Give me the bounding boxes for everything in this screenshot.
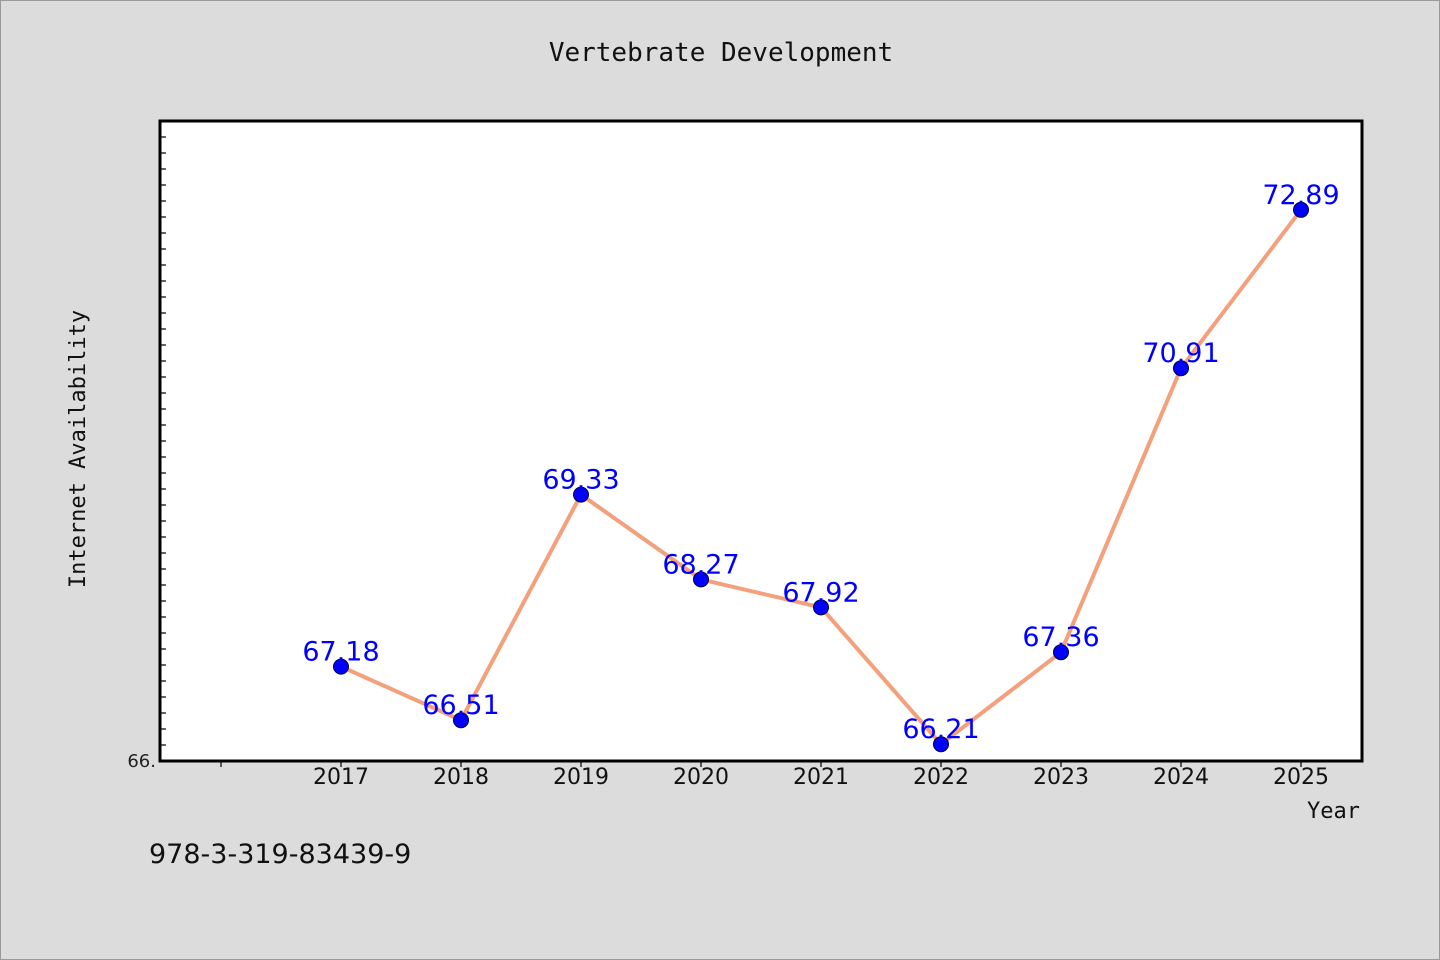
x-tick-label: 2019 xyxy=(553,765,609,790)
x-tick-label: 2021 xyxy=(793,765,849,790)
data-point xyxy=(1293,201,1309,218)
data-point xyxy=(813,599,829,616)
y-tick-label-min: 66. xyxy=(127,751,156,772)
data-point xyxy=(693,571,709,588)
x-tick-label: 2022 xyxy=(913,765,969,790)
data-point xyxy=(1053,644,1069,661)
isbn-text: 978-3-319-83439-9 xyxy=(149,839,411,870)
chart-title: Vertebrate Development xyxy=(549,38,893,68)
data-point xyxy=(1173,360,1189,377)
x-tick-label: 2018 xyxy=(433,765,489,790)
x-tick-label: 2023 xyxy=(1033,765,1089,790)
series-group: 67.18 66.51 69.33 68.27 67.92 66.21 67.36 70.91… xyxy=(302,180,1340,753)
data-label: 67.18 xyxy=(302,637,379,668)
data-label: 70.91 xyxy=(1142,338,1219,369)
data-label: 72.89 xyxy=(1262,180,1339,211)
x-tick-label: 2025 xyxy=(1273,765,1329,790)
data-label: 67.92 xyxy=(782,577,859,608)
data-point xyxy=(453,712,469,729)
data-point xyxy=(573,486,589,503)
data-label: 68.27 xyxy=(662,549,739,580)
data-label: 66.51 xyxy=(422,690,499,721)
x-tick-labels: 2017 2018 2019 2020 2021 2022 2023 2024 2025 xyxy=(313,765,1329,790)
data-label: 67.36 xyxy=(1022,622,1099,653)
y-axis-ticks xyxy=(160,120,166,762)
plot-area xyxy=(158,119,1364,763)
data-point xyxy=(333,658,349,675)
x-axis-label: Year xyxy=(1307,799,1360,824)
data-label: 69.33 xyxy=(542,465,619,496)
data-label: 66.21 xyxy=(902,714,979,745)
x-tick-label: 2024 xyxy=(1153,765,1209,790)
y-axis-label: Internet Availability xyxy=(66,310,91,588)
x-axis-ticks xyxy=(220,761,1302,767)
x-tick-label: 2017 xyxy=(313,765,369,790)
x-tick-label: 2020 xyxy=(673,765,729,790)
data-point xyxy=(933,736,949,753)
